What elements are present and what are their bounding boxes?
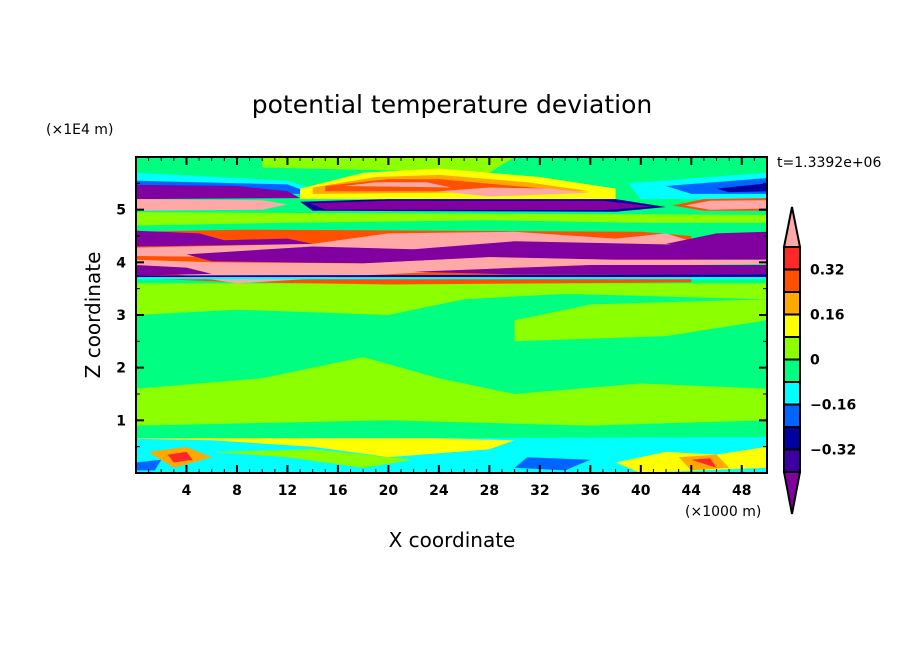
x-tick-label: 36 — [581, 483, 600, 499]
contour-field — [136, 157, 767, 473]
contour-region — [136, 199, 288, 211]
x-tick-label: 20 — [379, 483, 399, 499]
colorbar-segment — [783, 291, 801, 316]
colorbar-segment — [783, 268, 801, 293]
x-axis-label: X coordinate — [389, 528, 516, 552]
y-tick-label: 4 — [116, 255, 126, 271]
x-tick-label: 4 — [182, 483, 192, 499]
contour-region — [136, 277, 767, 280]
contour-region — [685, 200, 767, 210]
colorbar-segment — [783, 313, 801, 338]
colorbar-segment — [783, 358, 801, 383]
contour-region — [438, 187, 591, 197]
colorbar-segment — [783, 448, 801, 473]
contour-region — [136, 438, 515, 458]
y-axis-label: Z coordinate — [81, 252, 105, 379]
colorbar: 0.32 0.16 0 −0.16 −0.32 — [782, 206, 856, 515]
x-tick-label: 48 — [732, 483, 751, 499]
contour-region — [514, 457, 591, 471]
contour-region — [186, 241, 767, 264]
colorbar-extend-top — [782, 206, 802, 248]
contour-region — [136, 265, 212, 276]
contour-region — [136, 230, 313, 247]
x-tick-label: 28 — [480, 483, 499, 499]
contour-region — [136, 437, 767, 473]
x-tick-label: 16 — [328, 483, 347, 499]
chart-title: potential temperature deviation — [252, 90, 652, 119]
contour-region — [136, 274, 767, 278]
colorbar-label: 0 — [810, 353, 820, 369]
contour-region — [413, 265, 767, 275]
contour-region — [344, 182, 452, 188]
x-tick-label: 32 — [530, 483, 549, 499]
contour-region — [514, 299, 767, 342]
x-tick-label: 40 — [631, 483, 651, 499]
contour-region — [136, 357, 767, 426]
y-tick-label: 5 — [116, 203, 126, 219]
colorbar-label: 0.16 — [810, 308, 845, 324]
contour-region — [136, 283, 767, 315]
colorbar-label: −0.32 — [810, 443, 856, 459]
colorbar-label: −0.16 — [810, 398, 856, 414]
contour-region — [666, 231, 767, 247]
colorbar-extend-bottom — [782, 471, 802, 515]
colorbar-label: 0.32 — [810, 263, 845, 279]
contour-region — [136, 459, 162, 471]
colorbar-segment — [783, 426, 801, 451]
x-tick-label: 12 — [278, 483, 297, 499]
y-tick-label: 1 — [116, 413, 126, 429]
colorbar-segment — [783, 403, 801, 428]
y-tick-label: 2 — [116, 361, 126, 377]
colorbar-segment — [783, 246, 801, 271]
x-tick-label: 8 — [232, 483, 242, 499]
time-label: t=1.3392e+06 — [777, 155, 881, 171]
x-unit-label: (×1000 m) — [685, 504, 761, 520]
contour-region — [136, 212, 767, 226]
y-unit-label: (×1E4 m) — [46, 122, 113, 138]
contour-region — [136, 184, 301, 200]
x-tick-label: 44 — [682, 483, 702, 499]
contour-region — [211, 449, 414, 468]
colorbar-segment — [783, 336, 801, 361]
contour-region — [716, 183, 767, 193]
x-tick-label: 24 — [429, 483, 449, 499]
colorbar-segment — [783, 381, 801, 406]
contour-region — [167, 451, 193, 463]
y-tick-label: 3 — [116, 308, 126, 324]
contour-region — [310, 200, 654, 211]
contour-region — [691, 458, 717, 468]
